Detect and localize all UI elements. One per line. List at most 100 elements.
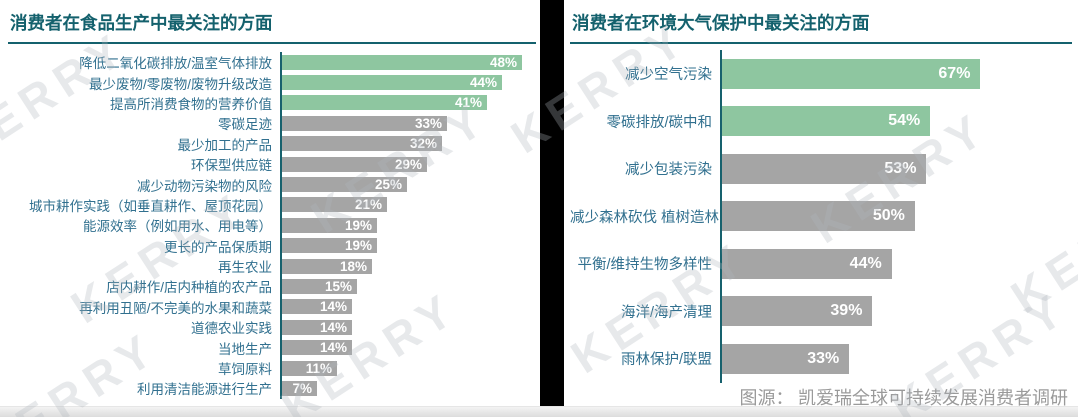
bar-rows: 降低二氧化碳排放/温室气体排放 48% 最少废物/零废物/废物升级改造 44% 提高所消… <box>8 52 536 399</box>
bar-track: 18% <box>280 255 532 277</box>
vertical-divider <box>540 0 564 406</box>
bar-track: 39% <box>720 287 992 335</box>
category-label: 利用清洁能源进行生产 <box>137 382 272 398</box>
bar-row: 能源效率（例如用水、用电等） 19% <box>8 215 536 236</box>
bar: 11% <box>282 360 337 376</box>
category-label: 提高所消费食物的营养价值 <box>110 96 272 112</box>
category-label: 海洋/海产清理 <box>620 304 712 321</box>
bar-track: 33% <box>280 113 532 134</box>
category-label: 减少包装污染 <box>625 162 712 179</box>
category-label: 道德农业实践 <box>191 321 272 337</box>
bar-row: 零碳足迹 33% <box>8 113 536 134</box>
value-label: 21% <box>354 197 382 213</box>
chart-title: 消费者在食品生产中最关注的方面 <box>8 6 536 44</box>
bar-track: 14% <box>280 337 532 358</box>
bar: 39% <box>722 296 873 327</box>
bar-row: 平衡/维持生物多样性 44% <box>570 240 1072 288</box>
category-label: 更长的产品保质期 <box>164 239 272 255</box>
category-label: 零碳排放/碳中和 <box>606 114 712 131</box>
bar-row: 提高所消费食物的营养价值 41% <box>8 92 536 114</box>
value-label: 67% <box>938 64 971 82</box>
bar: 18% <box>282 258 372 274</box>
bar-row: 减少空气污染 67% <box>570 50 1072 98</box>
bar: 7% <box>282 380 317 396</box>
bar-row: 道德农业实践 14% <box>8 317 536 338</box>
bar-row: 店内耕作/店内种植的农产品 15% <box>8 276 536 297</box>
bar: 25% <box>282 177 407 193</box>
value-label: 41% <box>454 95 482 111</box>
bar: 32% <box>282 136 442 152</box>
bar: 14% <box>282 340 352 356</box>
category-label: 减少动物污染物的风险 <box>137 178 272 194</box>
bar: 50% <box>722 201 915 232</box>
bar-row: 最少废物/零废物/废物升级改造 44% <box>8 72 536 93</box>
bar: 44% <box>282 75 502 91</box>
bar-track: 32% <box>280 133 532 154</box>
category-label: 零碳足迹 <box>218 117 272 133</box>
bar-row: 利用清洁能源进行生产 7% <box>8 378 536 399</box>
bar-track: 15% <box>280 276 532 297</box>
category-label: 减少森林砍伐 植树造林 <box>570 209 720 226</box>
value-label: 32% <box>409 136 437 152</box>
bar: 19% <box>282 217 377 233</box>
bar-row: 当地生产 14% <box>8 337 536 358</box>
bar-track: 29% <box>280 153 532 175</box>
bar-row: 再生农业 18% <box>8 255 536 277</box>
value-label: 48% <box>489 54 517 70</box>
bar-track: 44% <box>720 240 992 288</box>
bar-track: 11% <box>280 357 532 379</box>
bar: 54% <box>722 106 931 137</box>
value-label: 44% <box>849 254 882 272</box>
bar-row: 雨林保护/联盟 33% <box>570 335 1072 383</box>
chart-title: 消费者在环境大气保护中最关注的方面 <box>570 6 1072 44</box>
value-label: 25% <box>374 177 402 193</box>
category-label: 最少废物/零废物/废物升级改造 <box>88 76 272 92</box>
bar: 53% <box>722 153 927 184</box>
bar: 41% <box>282 95 487 111</box>
bottom-strip <box>0 406 1078 417</box>
category-label: 草饲原料 <box>218 362 272 378</box>
category-label: 减少空气污染 <box>625 67 712 84</box>
bar-row: 零碳排放/碳中和 54% <box>570 97 1072 145</box>
value-label: 19% <box>344 217 372 233</box>
bar: 15% <box>282 278 357 294</box>
category-label: 能源效率（例如用水、用电等） <box>83 219 272 235</box>
bar: 44% <box>722 248 892 279</box>
bar: 14% <box>282 319 352 335</box>
bar-row: 更长的产品保质期 19% <box>8 235 536 256</box>
bar-track: 50% <box>720 192 992 240</box>
bar: 33% <box>722 343 850 374</box>
value-label: 14% <box>319 319 347 335</box>
category-label: 环保型供应链 <box>191 158 272 174</box>
bar-track: 19% <box>280 235 532 256</box>
value-label: 7% <box>292 380 312 396</box>
category-label: 降低二氧化碳排放/温室气体排放 <box>79 56 272 72</box>
value-label: 18% <box>339 258 367 274</box>
bar-row: 减少森林砍伐 植树造林 50% <box>570 192 1072 240</box>
source-note: 图源： 凯爱瑞全球可持续发展消费者调研 <box>739 388 1069 408</box>
value-label: 29% <box>394 156 422 172</box>
bar-track: 41% <box>280 92 532 114</box>
value-label: 54% <box>888 112 921 130</box>
bar-row: 草饲原料 11% <box>8 357 536 379</box>
bar-track: 54% <box>720 97 992 145</box>
bar-track: 67% <box>720 50 992 98</box>
chart-food-production: 消费者在食品生产中最关注的方面 降低二氧化碳排放/温室气体排放 48% 最少废物/零… <box>8 6 536 399</box>
bar-row: 减少动物污染物的风险 25% <box>8 174 536 195</box>
bar: 14% <box>282 299 352 315</box>
bar-track: 14% <box>280 296 532 318</box>
bar: 29% <box>282 156 427 172</box>
bar-row: 海洋/海产清理 39% <box>570 287 1072 335</box>
chart-environment-protection: 消费者在环境大气保护中最关注的方面 减少空气污染 67% 零碳排放/碳中和 54% 减少… <box>570 6 1072 383</box>
bar: 33% <box>282 115 447 131</box>
bar-row: 减少包装污染 53% <box>570 145 1072 193</box>
category-label: 平衡/维持生物多样性 <box>577 257 712 274</box>
category-label: 最少加工的产品 <box>177 137 273 153</box>
value-label: 14% <box>319 340 347 356</box>
bar-track: 14% <box>280 317 532 338</box>
value-label: 39% <box>830 302 863 320</box>
bar-track: 44% <box>280 72 532 93</box>
value-label: 44% <box>469 75 497 91</box>
category-label: 当地生产 <box>218 341 272 357</box>
